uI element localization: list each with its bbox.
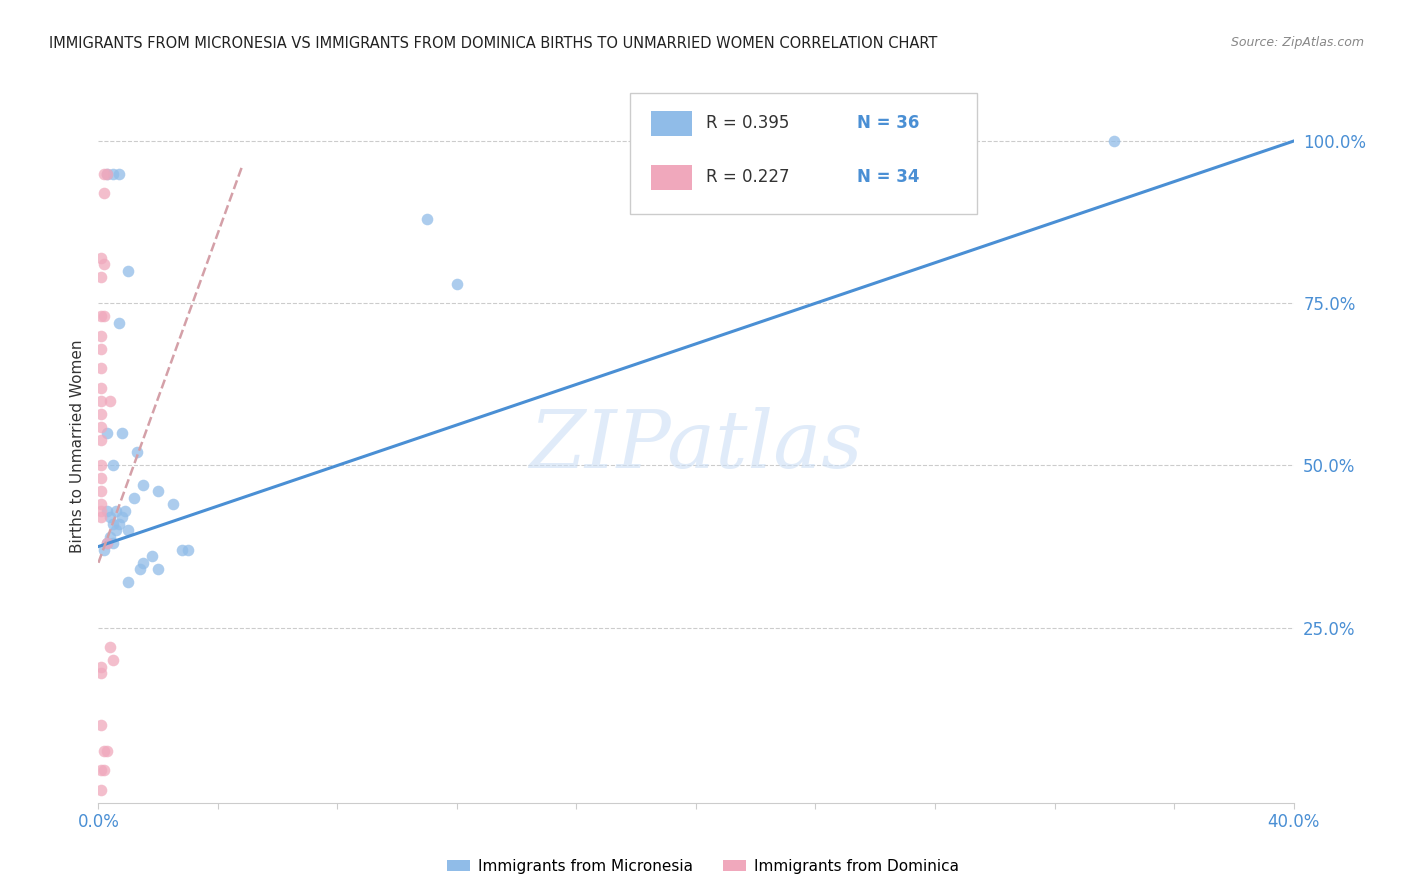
Point <box>90 270 112 285</box>
Text: ZIPatlas: ZIPatlas <box>529 408 863 484</box>
Text: R = 0.395: R = 0.395 <box>706 114 789 132</box>
Point <box>148 484 170 499</box>
Point <box>90 310 112 324</box>
Point <box>446 277 468 291</box>
Y-axis label: Births to Unmarried Women: Births to Unmarried Women <box>69 339 84 553</box>
Point <box>90 342 112 356</box>
Point <box>105 504 128 518</box>
Point <box>129 562 152 576</box>
Point <box>90 471 112 485</box>
Point <box>96 504 118 518</box>
Point <box>132 478 155 492</box>
Point <box>108 167 131 181</box>
Point <box>90 361 112 376</box>
Point <box>96 167 118 181</box>
Point <box>100 640 122 654</box>
FancyBboxPatch shape <box>651 165 692 190</box>
Point <box>90 328 112 343</box>
Point <box>117 524 139 538</box>
Point <box>93 310 115 324</box>
Text: Source: ZipAtlas.com: Source: ZipAtlas.com <box>1230 36 1364 49</box>
Point <box>117 575 139 590</box>
Point <box>90 407 112 421</box>
Point <box>90 419 112 434</box>
Point <box>103 653 125 667</box>
Point <box>90 764 112 778</box>
Point <box>100 530 122 544</box>
Point <box>103 536 125 550</box>
Point <box>117 264 139 278</box>
Text: IMMIGRANTS FROM MICRONESIA VS IMMIGRANTS FROM DOMINICA BIRTHS TO UNMARRIED WOMEN: IMMIGRANTS FROM MICRONESIA VS IMMIGRANTS… <box>49 36 938 51</box>
Point <box>103 167 125 181</box>
FancyBboxPatch shape <box>630 93 977 214</box>
Point <box>114 504 136 518</box>
Point <box>96 536 118 550</box>
Point <box>148 562 170 576</box>
Point <box>90 497 112 511</box>
Point <box>124 491 146 505</box>
Point <box>93 257 115 271</box>
Point <box>108 516 131 531</box>
Point <box>105 524 128 538</box>
Point <box>111 510 134 524</box>
Point <box>96 167 118 181</box>
Point <box>93 744 115 758</box>
Point <box>162 497 184 511</box>
FancyBboxPatch shape <box>651 112 692 136</box>
Point <box>90 718 112 732</box>
Point <box>90 381 112 395</box>
Point <box>90 782 112 797</box>
Point <box>141 549 163 564</box>
Point <box>416 211 439 226</box>
Point <box>96 425 118 440</box>
Point <box>93 167 115 181</box>
Point <box>90 484 112 499</box>
Text: N = 36: N = 36 <box>858 114 920 132</box>
Point <box>90 458 112 473</box>
Point <box>93 542 115 557</box>
Point <box>127 445 149 459</box>
Point <box>100 510 122 524</box>
Point <box>90 251 112 265</box>
Point <box>90 393 112 408</box>
Point <box>177 542 200 557</box>
Text: R = 0.227: R = 0.227 <box>706 168 789 186</box>
Point <box>96 744 118 758</box>
Point <box>90 433 112 447</box>
Point <box>90 666 112 681</box>
Point <box>108 316 131 330</box>
Point <box>93 186 115 200</box>
Point <box>1104 134 1126 148</box>
Point <box>100 393 122 408</box>
Legend: Immigrants from Micronesia, Immigrants from Dominica: Immigrants from Micronesia, Immigrants f… <box>441 853 965 880</box>
Point <box>103 516 125 531</box>
Point <box>172 542 194 557</box>
Point <box>103 458 125 473</box>
Point <box>90 504 112 518</box>
Point <box>111 425 134 440</box>
Point <box>93 764 115 778</box>
Point <box>96 536 118 550</box>
Point <box>132 556 155 570</box>
Point <box>90 659 112 673</box>
Text: N = 34: N = 34 <box>858 168 920 186</box>
Point <box>90 510 112 524</box>
